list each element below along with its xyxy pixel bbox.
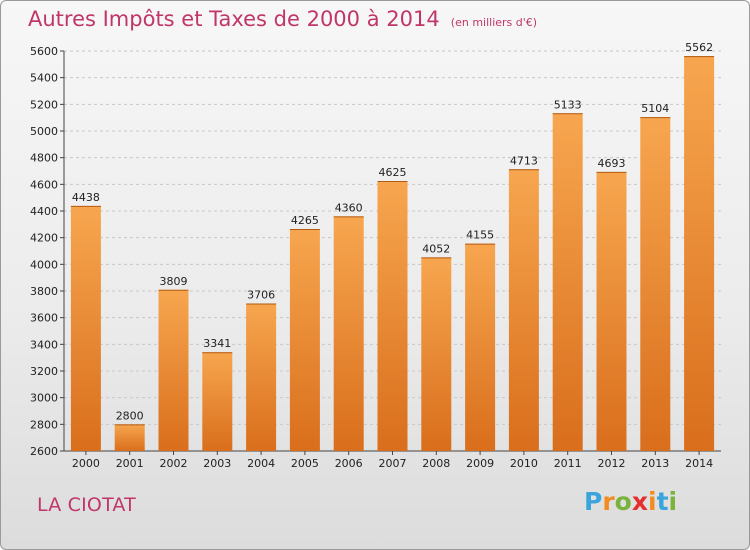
y-tick-label: 4200 xyxy=(30,232,58,245)
bars xyxy=(70,56,715,452)
data-label: 4360 xyxy=(335,201,363,214)
y-tick-label: 3200 xyxy=(30,365,58,378)
x-tick-label: 2014 xyxy=(685,457,713,470)
y-tick-label: 2800 xyxy=(30,418,58,431)
x-tick-label: 2005 xyxy=(291,457,319,470)
bar xyxy=(289,229,320,451)
y-tick-label: 3800 xyxy=(30,285,58,298)
bar xyxy=(202,352,233,451)
data-label: 3341 xyxy=(203,337,231,350)
y-tick-label: 5600 xyxy=(30,45,58,58)
x-tick-label: 2009 xyxy=(466,457,494,470)
chart-title-text: Autres Impôts et Taxes de 2000 à 2014 xyxy=(28,7,440,31)
bar xyxy=(114,424,145,451)
x-tick-label: 2001 xyxy=(116,457,144,470)
y-tick-label: 2600 xyxy=(30,445,58,458)
city-name: LA CIOTAT xyxy=(37,494,136,516)
proxiti-logo: Proxiti xyxy=(584,487,677,516)
logo-letter: P xyxy=(584,487,603,516)
data-label: 4052 xyxy=(422,242,450,255)
data-labels: 4438 2800 3809 3341 3706 4265 4360 4625 4052 4155… xyxy=(72,41,713,422)
bar xyxy=(508,169,539,451)
data-label: 4713 xyxy=(510,154,538,167)
y-tick-label: 3400 xyxy=(30,338,58,351)
data-label: 4693 xyxy=(598,157,626,170)
data-label: 4438 xyxy=(72,191,100,204)
data-label: 4155 xyxy=(466,229,494,242)
data-label: 5133 xyxy=(554,98,582,111)
bar xyxy=(596,171,627,451)
y-tick-label: 4400 xyxy=(30,205,58,218)
x-tick-label: 2013 xyxy=(641,457,669,470)
x-tick-label: 2000 xyxy=(72,457,100,470)
y-tick-label: 5200 xyxy=(30,98,58,111)
logo-letter: r xyxy=(602,487,615,516)
data-label: 3809 xyxy=(160,275,188,288)
y-tick-label: 4000 xyxy=(30,258,58,271)
bar xyxy=(684,56,715,452)
x-tick-label: 2004 xyxy=(247,457,275,470)
x-tick-label: 2006 xyxy=(335,457,363,470)
x-tick-label: 2011 xyxy=(554,457,582,470)
logo-letter: o xyxy=(614,487,632,516)
bar xyxy=(421,257,452,451)
logo-letter: t xyxy=(656,487,669,516)
y-tick-label: 5400 xyxy=(30,72,58,85)
y-tick-label: 4600 xyxy=(30,178,58,191)
x-tick-label: 2002 xyxy=(160,457,188,470)
bar xyxy=(70,205,101,451)
x-tick-label: 2007 xyxy=(379,457,407,470)
data-label: 4265 xyxy=(291,214,319,227)
data-label: 5104 xyxy=(641,102,669,115)
axes: 2600 2800 3000 3200 3400 3600 3800 4000 4200 4400… xyxy=(30,45,721,470)
y-tick-label: 3600 xyxy=(30,312,58,325)
x-tick-label: 2012 xyxy=(598,457,626,470)
chart-title: Autres Impôts et Taxes de 2000 à 2014 (e… xyxy=(28,7,537,31)
y-tick-label: 4800 xyxy=(30,152,58,165)
bar xyxy=(333,216,364,451)
x-tick-label: 2010 xyxy=(510,457,538,470)
x-tick-label: 2003 xyxy=(203,457,231,470)
data-label: 4625 xyxy=(379,166,407,179)
chart-unit-text: (en milliers d'€) xyxy=(450,16,538,29)
logo-letter: i xyxy=(648,487,657,516)
x-tick-label: 2008 xyxy=(422,457,450,470)
bar xyxy=(552,113,583,452)
y-tick-label: 3000 xyxy=(30,392,58,405)
bar xyxy=(640,117,671,451)
bar xyxy=(377,181,408,451)
bar xyxy=(158,289,189,451)
data-label: 5562 xyxy=(685,41,713,54)
data-label: 2800 xyxy=(116,409,144,422)
bar xyxy=(465,243,496,451)
logo-letter: x xyxy=(631,487,648,516)
logo-letter: i xyxy=(668,487,678,516)
data-label: 3706 xyxy=(247,289,275,302)
bar xyxy=(246,303,277,451)
y-tick-label: 5000 xyxy=(30,125,58,138)
